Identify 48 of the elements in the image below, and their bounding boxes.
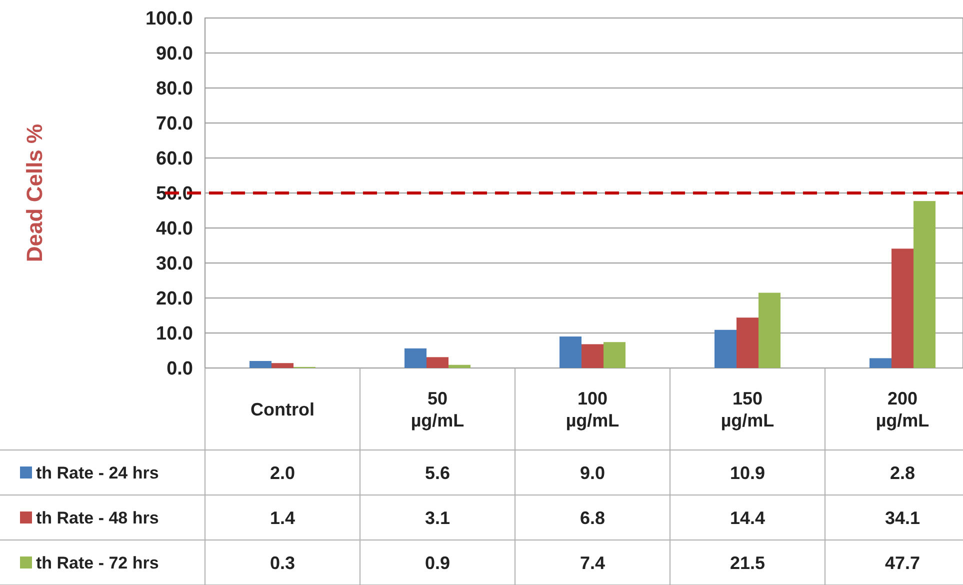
data-label: 10.9 xyxy=(730,462,766,483)
bar xyxy=(914,201,936,368)
y-tick-label: 80.0 xyxy=(156,78,193,100)
x-tick-label: 100 µg/mL xyxy=(566,388,620,430)
data-label: 5.6 xyxy=(424,462,450,483)
bar xyxy=(404,348,426,368)
data-label: 3.1 xyxy=(424,508,450,528)
bar xyxy=(892,248,914,368)
legend-label: th Rate - 72 hrs xyxy=(36,553,159,572)
bar xyxy=(758,292,780,368)
bar xyxy=(582,344,604,368)
y-tick-label: 90.0 xyxy=(156,44,193,65)
bar xyxy=(736,318,758,368)
x-tick-label: 50 µg/mL xyxy=(410,388,464,430)
x-tick-label: Control xyxy=(250,399,314,420)
bar xyxy=(448,364,470,368)
data-label: 34.1 xyxy=(884,508,920,528)
bar xyxy=(426,357,448,368)
legend-label: th Rate - 48 hrs xyxy=(36,508,159,528)
data-label: 7.4 xyxy=(580,552,606,573)
legend-label: th Rate - 24 hrs xyxy=(36,463,159,482)
data-label: 1.4 xyxy=(270,508,296,528)
data-label: 2.0 xyxy=(270,462,296,483)
bar xyxy=(870,358,892,368)
data-label: 9.0 xyxy=(580,462,606,483)
y-tick-label: 100.0 xyxy=(145,8,193,30)
y-tick-label: 60.0 xyxy=(156,148,193,170)
bar xyxy=(272,363,294,368)
data-label: 47.7 xyxy=(884,552,920,573)
bar xyxy=(250,361,272,368)
y-tick-label: 30.0 xyxy=(156,254,193,275)
y-tick-label: 40.0 xyxy=(156,218,193,240)
data-label: 0.3 xyxy=(270,552,296,573)
data-label: 14.4 xyxy=(730,508,766,528)
y-tick-label: 20.0 xyxy=(156,288,193,310)
y-tick-label: 70.0 xyxy=(156,114,193,135)
y-axis-title: Dead Cells % xyxy=(22,124,47,262)
data-label: 0.9 xyxy=(424,552,450,573)
bar xyxy=(560,336,582,368)
bar xyxy=(604,342,626,368)
x-tick-label: 150 µg/mL xyxy=(720,388,774,430)
data-label: 21.5 xyxy=(730,552,766,573)
x-tick-label: 200 µg/mL xyxy=(876,388,930,430)
y-tick-label: 10.0 xyxy=(156,324,193,345)
bar xyxy=(714,330,736,368)
data-label: 6.8 xyxy=(580,508,606,528)
data-label: 2.8 xyxy=(890,462,916,483)
y-tick-label: 0.0 xyxy=(166,358,193,380)
